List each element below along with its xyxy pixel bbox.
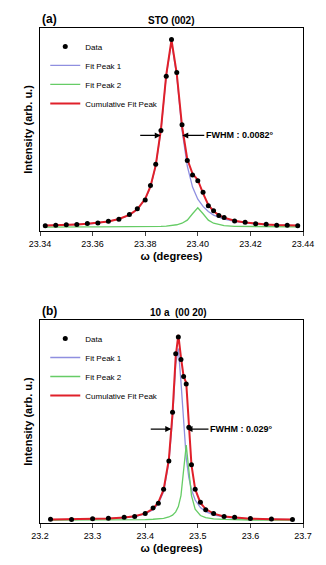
svg-text:Intensity (arb. u.): Intensity (arb. u.) [22,377,34,466]
svg-text:23.40: 23.40 [187,239,210,249]
svg-text:FWHM : 0.029°: FWHM : 0.029° [210,424,273,434]
svg-text:23.38: 23.38 [134,239,157,249]
svg-text:Fit Peak 2: Fit Peak 2 [85,81,122,90]
svg-text:ω (degrees): ω (degrees) [141,250,203,262]
svg-text:23.5: 23.5 [189,531,207,541]
svg-text:23.34: 23.34 [29,239,52,249]
svg-text:Data: Data [85,43,102,52]
svg-text:Intensity (arb. u.): Intensity (arb. u.) [22,85,34,174]
svg-text:Data: Data [85,335,102,344]
svg-text:23.42: 23.42 [239,239,262,249]
svg-text:23.4: 23.4 [136,531,154,541]
svg-text:Fit Peak 1: Fit Peak 1 [85,354,122,363]
svg-text:ω (degrees): ω (degrees) [141,542,203,554]
svg-text:23.6: 23.6 [242,531,260,541]
svg-text:23.3: 23.3 [84,531,102,541]
svg-text:23.44: 23.44 [292,239,315,249]
svg-text:(a): (a) [42,12,57,26]
svg-text:Fit Peak 2: Fit Peak 2 [85,373,122,382]
svg-text:23.36: 23.36 [81,239,104,249]
svg-text:Cumulative Fit Peak: Cumulative Fit Peak [85,100,158,109]
svg-text:Cumulative Fit Peak: Cumulative Fit Peak [85,392,158,401]
svg-text:STO (002): STO (002) [148,15,195,26]
svg-text:(b): (b) [42,304,57,318]
svg-text:Fit Peak 1: Fit Peak 1 [85,62,122,71]
svg-text:23.7: 23.7 [294,531,312,541]
svg-text:FWHM : 0.0082°: FWHM : 0.0082° [206,130,274,140]
svg-text:10 a (00 20): 10 a (00 20) [150,307,207,318]
svg-text:23.2: 23.2 [31,531,49,541]
